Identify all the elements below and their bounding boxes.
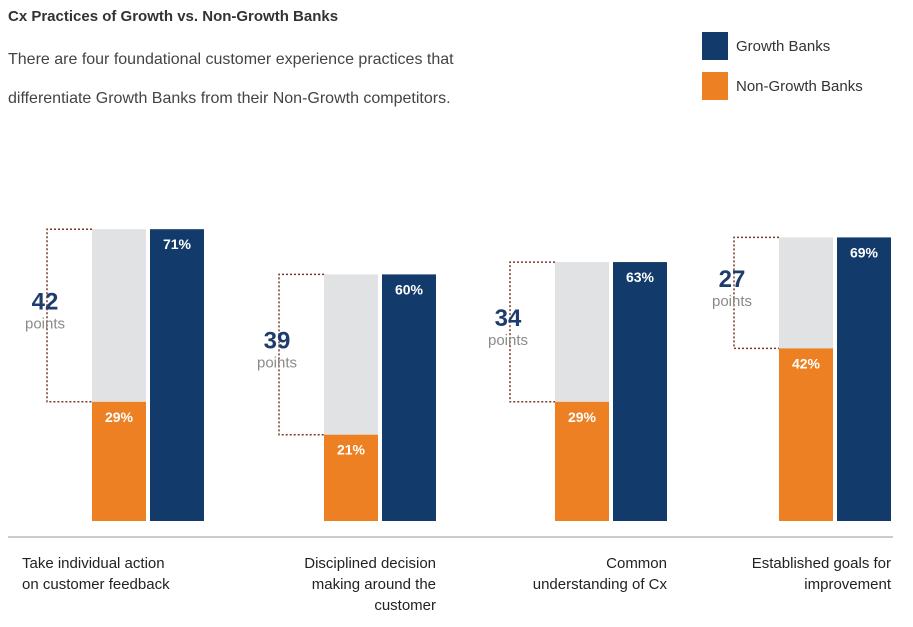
category-label: Common	[606, 555, 667, 572]
gap-unit: points	[257, 355, 297, 372]
gap-unit: points	[25, 316, 65, 333]
chart-subtitle: There are four foundational customer exp…	[8, 40, 628, 118]
category-label: Take individual action	[22, 555, 165, 572]
bar-non-growth	[555, 401, 609, 521]
bar-non-growth	[92, 401, 146, 521]
bar-label-non-growth: 29%	[568, 409, 597, 425]
gap-fill-bar	[779, 237, 833, 349]
bar-growth	[613, 262, 667, 521]
bar-label-growth: 63%	[626, 269, 655, 285]
bar-non-growth	[324, 434, 378, 521]
legend-item-non-growth: Non-Growth Banks	[702, 72, 863, 100]
gap-bracket	[46, 228, 92, 403]
gap-fill-bar	[324, 274, 378, 435]
legend-label-growth: Growth Banks	[736, 37, 831, 55]
legend-swatch-growth	[702, 32, 728, 60]
category-label: understanding of Cx	[533, 576, 668, 593]
category-label: on customer feedback	[22, 576, 170, 593]
gap-unit: points	[488, 332, 528, 349]
category-label: Disciplined decision	[304, 555, 436, 572]
gap-fill-bar	[92, 229, 146, 402]
bar-label-non-growth: 21%	[337, 442, 366, 458]
legend-label-non-growth: Non-Growth Banks	[736, 77, 863, 95]
category-label: Established goals for	[752, 555, 891, 572]
gap-unit: points	[712, 293, 752, 310]
bar-label-growth: 69%	[850, 244, 879, 260]
subtitle-line-2: differentiate Growth Banks from their No…	[8, 90, 451, 107]
chart-title: Cx Practices of Growth vs. Non-Growth Ba…	[8, 8, 339, 25]
gap-fill-bar	[555, 262, 609, 402]
category-label: customer	[374, 597, 436, 614]
chart-legend: Growth Banks Non-Growth Banks	[702, 32, 863, 112]
bar-label-non-growth: 29%	[105, 409, 134, 425]
gap-value: 34	[495, 305, 522, 332]
gap-bracket	[278, 273, 324, 436]
bar-growth	[837, 237, 891, 521]
legend-swatch-non-growth	[702, 72, 728, 100]
category-label: making around the	[312, 576, 436, 593]
bar-label-growth: 60%	[395, 281, 424, 297]
gap-value: 27	[719, 266, 746, 293]
bar-growth	[382, 274, 436, 521]
gap-value: 39	[264, 328, 291, 355]
bar-growth	[150, 229, 204, 521]
bar-non-growth	[779, 348, 833, 521]
gap-value: 42	[32, 289, 59, 316]
legend-item-growth: Growth Banks	[702, 32, 863, 60]
subtitle-line-1: There are four foundational customer exp…	[8, 51, 454, 68]
bar-label-growth: 71%	[163, 236, 192, 252]
category-label: improvement	[804, 576, 892, 593]
gap-bracket	[733, 236, 779, 350]
bar-label-non-growth: 42%	[792, 355, 821, 371]
